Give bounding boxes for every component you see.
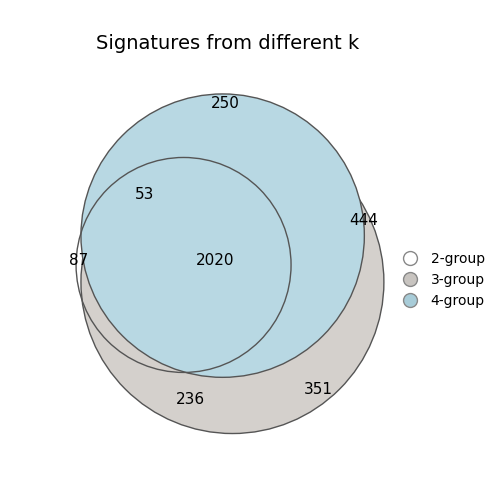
Text: 236: 236 (176, 392, 206, 407)
Circle shape (81, 131, 384, 433)
Text: 87: 87 (69, 253, 88, 268)
Legend: 2-group, 3-group, 4-group: 2-group, 3-group, 4-group (396, 252, 485, 308)
Text: 2020: 2020 (196, 253, 234, 268)
Circle shape (81, 94, 364, 377)
Title: Signatures from different k: Signatures from different k (96, 34, 359, 52)
Text: 53: 53 (135, 186, 154, 202)
Text: 444: 444 (350, 214, 379, 228)
Text: 351: 351 (303, 382, 333, 397)
Text: 250: 250 (211, 96, 239, 111)
